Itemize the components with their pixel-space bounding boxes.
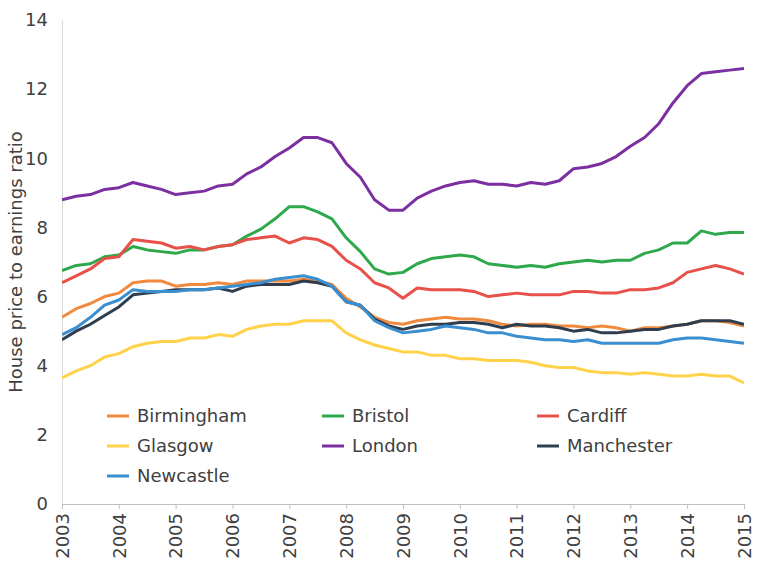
series-line [62,276,744,343]
y-tick-label: 6 [37,286,48,307]
y-tick: 10 [25,148,62,169]
lines [62,68,744,383]
y-tick-label: 2 [37,424,48,445]
y-axis: 0 2 4 6 8 10 12 14 [25,9,62,514]
legend-label: Newcastle [137,465,230,486]
x-axis: 2003 2004 2005 2006 2007 2008 2009 2010 2011 2012… [52,504,755,559]
x-tick-mark [289,504,290,509]
x-tick-mark [346,504,347,509]
y-tick: 12 [25,78,62,99]
legend-item: Birmingham [107,405,247,426]
legend-item: Newcastle [107,465,230,486]
legend-label: Manchester [567,435,673,456]
y-tick: 8 [37,217,62,238]
x-tick: 2007 [279,504,300,559]
series-line [62,236,744,298]
x-tick-label: 2008 [336,513,357,559]
y-tick: 2 [37,424,62,445]
y-tick: 0 [37,493,62,514]
x-tick-mark [687,504,688,509]
y-tick-label: 10 [25,148,48,169]
x-tick: 2014 [677,504,698,559]
y-tick-label: 0 [37,493,48,514]
x-tick-mark [460,504,461,509]
series-line [62,207,744,274]
y-tick: 6 [37,286,62,307]
x-tick-label: 2010 [450,513,471,559]
series-line [62,281,744,340]
x-tick-mark [176,504,177,509]
x-tick-label: 2014 [677,513,698,559]
y-tick: 14 [25,9,62,30]
series-line [62,279,744,331]
x-tick-label: 2005 [165,513,186,559]
legend-label: Cardiff [567,405,627,426]
legend-swatch [107,415,129,418]
legend-swatch [322,415,344,418]
legend-label: Birmingham [137,405,247,426]
y-axis-line [62,21,63,505]
legend-item: Cardiff [537,405,627,426]
x-tick-mark [403,504,404,509]
legend-swatch [107,475,129,478]
x-tick: 2015 [734,504,755,559]
x-tick: 2009 [393,504,414,559]
y-tick: 4 [37,355,62,376]
x-tick-mark [62,504,63,509]
x-tick-label: 2009 [393,513,414,559]
legend: Birmingham Bristol Cardiff Glasgow London Man… [107,405,673,486]
x-tick: 2010 [450,504,471,559]
plot: 0246810121420032004200520062007200820092… [25,9,755,559]
legend-swatch [537,415,559,418]
legend-swatch [107,445,129,448]
legend-item: Bristol [322,405,409,426]
y-axis-title: House price to earnings ratio [5,131,26,392]
x-tick: 2013 [620,504,641,559]
x-tick-mark [744,504,745,509]
legend-label: Glasgow [137,435,214,456]
legend-item: London [322,435,418,456]
x-tick: 2003 [52,504,73,559]
x-tick: 2005 [165,504,186,559]
legend-swatch [322,445,344,448]
legend-item: Glasgow [107,435,214,456]
legend-item: Manchester [537,435,673,456]
y-tick-label: 8 [37,217,48,238]
x-tick-mark [119,504,120,509]
x-tick-label: 2013 [620,513,641,559]
x-tick: 2008 [336,504,357,559]
x-tick: 2012 [563,504,584,559]
x-tick-mark [630,504,631,509]
x-tick-label: 2007 [279,513,300,559]
y-tick-label: 12 [25,78,48,99]
x-tick-label: 2004 [109,513,130,559]
chart: 0246810121420032004200520062007200820092… [0,0,766,579]
x-tick-label: 2015 [734,513,755,559]
x-tick-mark [233,504,234,509]
x-tick-mark [517,504,518,509]
legend-label: Bristol [352,405,409,426]
series-line [62,68,744,210]
x-tick-label: 2006 [222,513,243,559]
y-tick-label: 14 [25,9,48,30]
y-tick-label: 4 [37,355,48,376]
x-tick-mark [574,504,575,509]
x-tick-label: 2012 [563,513,584,559]
x-axis-line [63,505,745,510]
legend-swatch [537,445,559,448]
x-tick-label: 2003 [52,513,73,559]
legend-label: London [352,435,418,456]
x-tick: 2006 [222,504,243,559]
x-tick: 2011 [506,504,527,559]
x-tick: 2004 [109,504,130,559]
x-tick-label: 2011 [506,513,527,559]
